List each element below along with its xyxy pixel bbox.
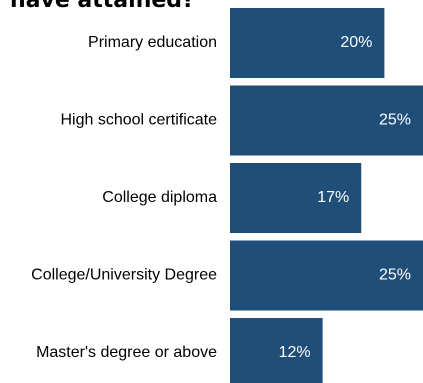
bars-group: Primary education 20% High school certific…	[31, 8, 423, 383]
category-label: College diploma	[102, 189, 217, 206]
bar	[230, 163, 362, 233]
data-label: 20%	[340, 34, 372, 51]
category-label: Primary education	[88, 34, 217, 51]
bar	[230, 85, 423, 156]
data-label: 17%	[317, 189, 349, 206]
category-label: High school certificate	[60, 112, 217, 129]
bar	[230, 318, 323, 383]
chart-title: have attained?	[10, 0, 195, 13]
category-label: Master's degree or above	[36, 344, 217, 361]
category-label: College/University Degree	[31, 267, 217, 284]
data-label: 25%	[379, 267, 411, 284]
bar	[230, 8, 385, 78]
data-label: 25%	[379, 112, 411, 129]
data-label: 12%	[279, 344, 311, 361]
bar	[230, 240, 423, 311]
